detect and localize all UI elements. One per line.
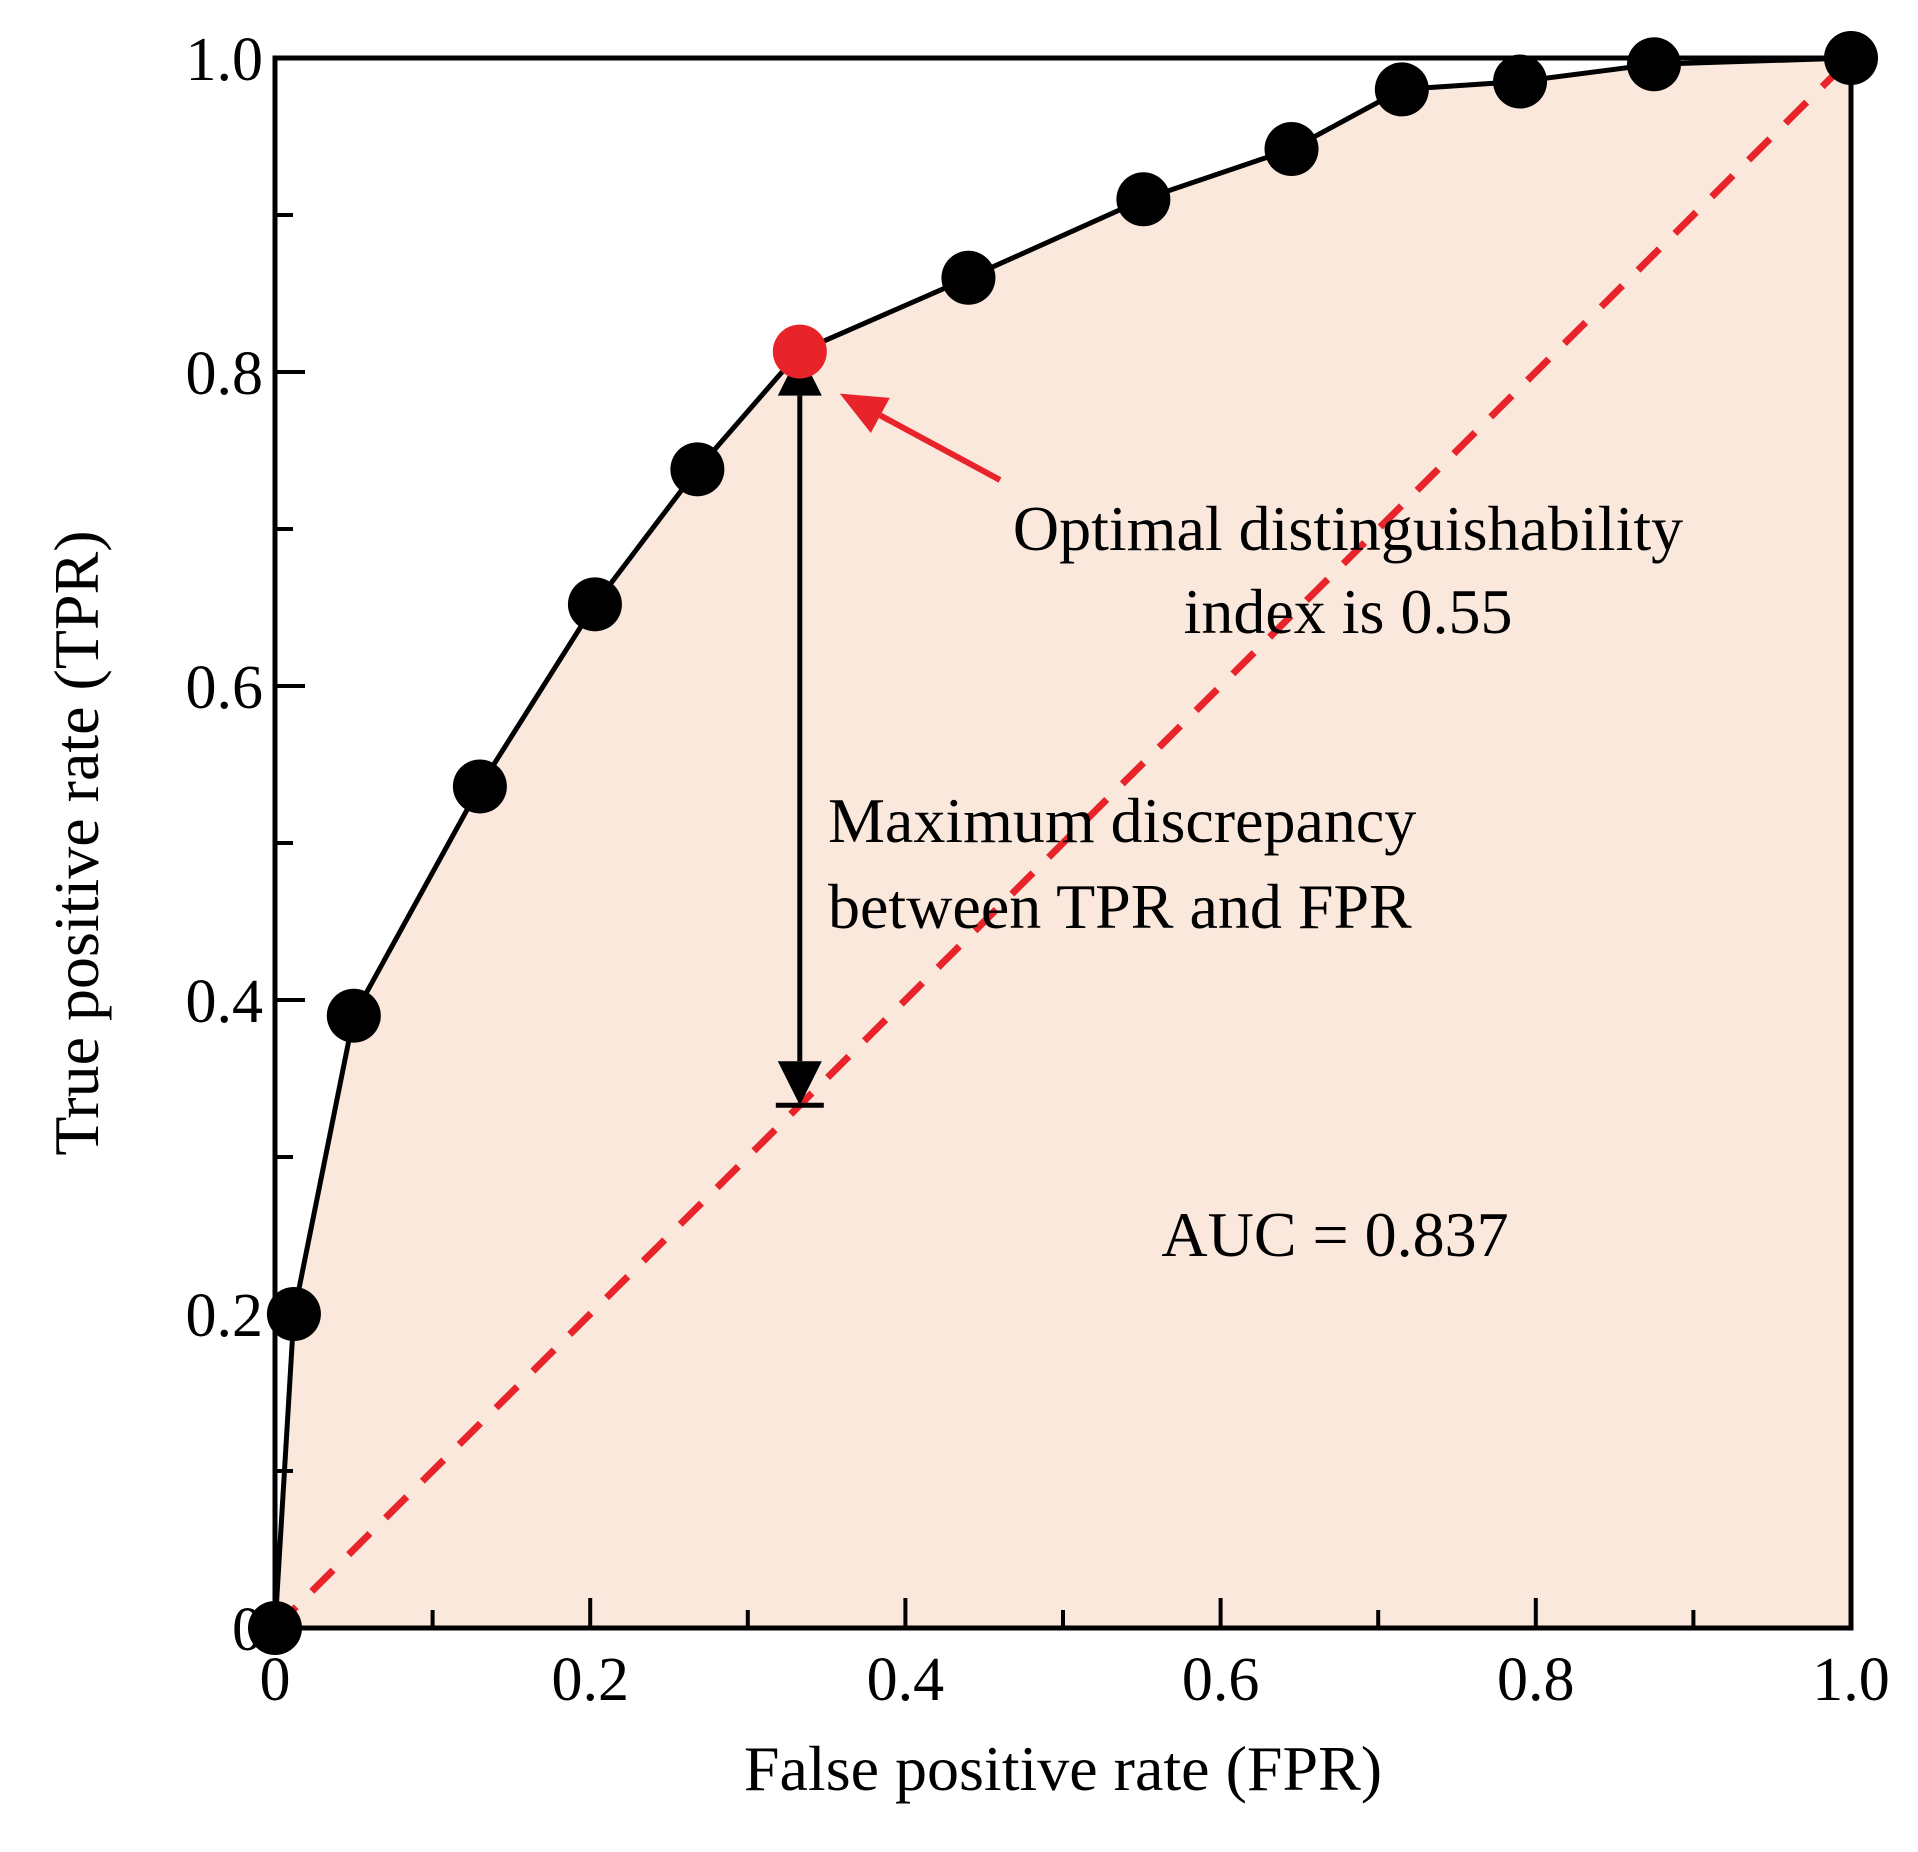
- optimal-pointer-line: [878, 412, 1002, 483]
- y-tick-label: 0: [232, 1596, 263, 1664]
- reference-diagonal: [275, 58, 1851, 1628]
- x-tick-label: 0.8: [1497, 1646, 1575, 1714]
- data-point: [1493, 54, 1548, 109]
- optimal-pointer-head: [839, 393, 890, 434]
- y-tick-label: 0.8: [186, 340, 264, 408]
- x-tick-label: 0.4: [867, 1646, 945, 1714]
- discrepancy-annotation-line1: Maximum discrepancy: [828, 785, 1416, 856]
- y-tick-label: 0.4: [186, 968, 264, 1036]
- roc-points: [248, 31, 1878, 1655]
- x-axis-label: False positive rate (FPR): [744, 1733, 1382, 1804]
- data-point: [452, 759, 507, 814]
- y-axis-label: True positive rate (TPR): [41, 530, 112, 1155]
- x-tick-label: 1.0: [1812, 1646, 1890, 1714]
- x-tick-label: 0.2: [551, 1646, 629, 1714]
- data-point: [670, 442, 725, 497]
- auc-annotation: AUC = 0.837: [1161, 1199, 1508, 1270]
- optimal-point: [772, 324, 827, 379]
- reference-line: [275, 58, 1851, 1628]
- data-point: [941, 250, 996, 305]
- x-tick-label: 0: [260, 1646, 291, 1714]
- data-point: [1116, 172, 1171, 227]
- y-tick-label: 1.0: [186, 26, 264, 94]
- x-tick-label: 0.6: [1182, 1646, 1260, 1714]
- arrow-head-down: [777, 1061, 822, 1106]
- optimal-annotation-line1: Optimal distinguishability: [1013, 493, 1683, 564]
- data-point: [1627, 37, 1681, 92]
- axes: 0 0.2 0.4 0.6 0.8 1.0 0 0.2 0.4 0.6 0.8 1.0: [186, 26, 1890, 1714]
- optimal-annotation-line2: index is 0.55: [1184, 576, 1513, 647]
- y-tick-label: 0.6: [186, 654, 264, 722]
- data-point: [1264, 122, 1319, 177]
- data-point: [326, 988, 381, 1043]
- y-tick-label: 0.2: [186, 1282, 264, 1350]
- data-point: [1374, 62, 1429, 117]
- data-point: [567, 577, 622, 632]
- discrepancy-annotation-line2: between TPR and FPR: [828, 871, 1412, 942]
